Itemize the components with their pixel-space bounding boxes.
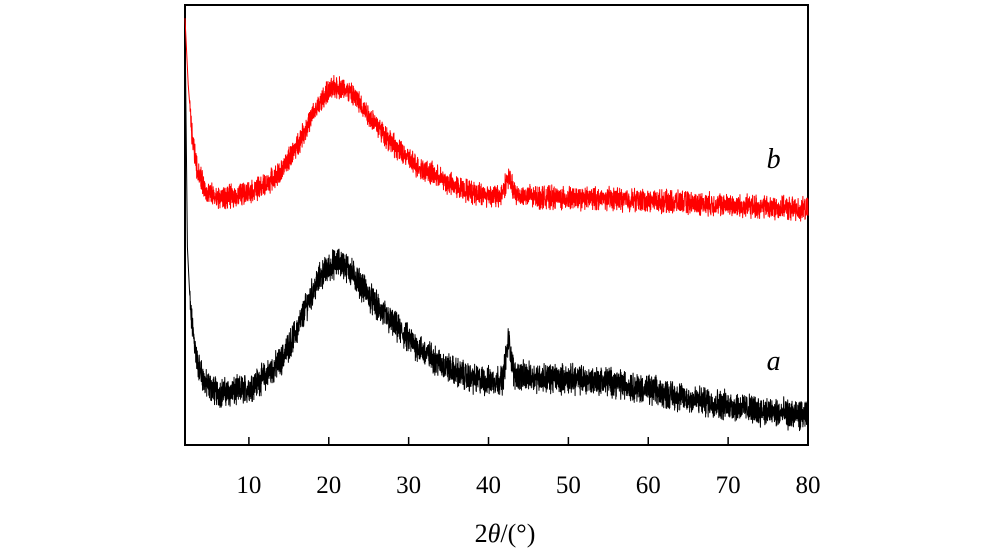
x-tick-label: 20 <box>316 472 341 499</box>
series-layer <box>184 18 809 432</box>
x-tick-label: 70 <box>716 472 741 499</box>
x-tick-label: 30 <box>396 472 421 499</box>
x-axis-tick-labels: 10 20 30 40 50 60 70 80 <box>236 472 820 499</box>
series-annotation-a: a <box>767 346 781 377</box>
x-tick-label: 50 <box>556 472 581 499</box>
series-line-a <box>184 18 809 432</box>
series-annotations: ba <box>767 144 781 377</box>
plot-frame <box>184 4 809 446</box>
x-tick-label: 40 <box>476 472 501 499</box>
x-axis-ticks <box>248 437 809 445</box>
x-tick-label: 10 <box>236 472 261 499</box>
series-annotation-b: b <box>767 144 781 175</box>
x-axis-label: 2θ/(°) <box>475 519 536 548</box>
x-tick-label: 80 <box>796 472 821 499</box>
series-line-b <box>184 18 809 222</box>
x-tick-label: 60 <box>636 472 661 499</box>
